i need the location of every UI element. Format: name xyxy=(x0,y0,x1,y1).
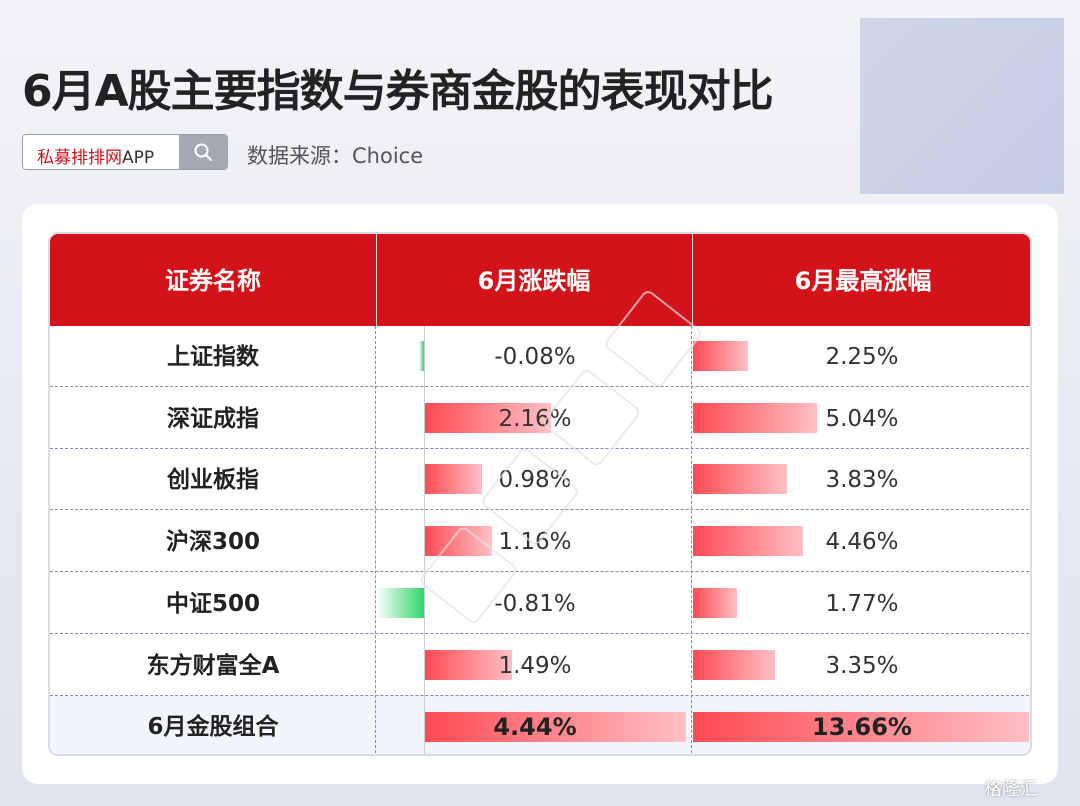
high-value: 4.46% xyxy=(825,529,899,556)
header-divider xyxy=(692,234,693,326)
search-brand: 私募排排网 xyxy=(37,148,122,168)
security-name: 创业板指 xyxy=(167,467,259,494)
high-value: 1.77% xyxy=(825,590,899,617)
high-value: 3.83% xyxy=(825,467,899,494)
security-name: 深证成指 xyxy=(167,405,259,432)
comparison-table: 证券名称 6月涨跌幅 6月最高涨幅 上证指数 -0.08% 2.25% 深证成指 2.1… xyxy=(48,232,1032,756)
corner-logo: 格隆汇 xyxy=(984,779,1038,800)
change-bar xyxy=(424,649,512,680)
high-value: 13.66% xyxy=(812,713,912,742)
header-change: 6月涨跌幅 xyxy=(477,267,591,295)
change-value: -0.81% xyxy=(494,590,576,617)
search-app: APP xyxy=(122,148,155,168)
header-name: 证券名称 xyxy=(165,267,261,295)
change-value: 4.44% xyxy=(493,713,577,742)
column-divider xyxy=(691,326,692,754)
table-row: 上证指数 -0.08% 2.25% xyxy=(50,326,1030,387)
change-bar xyxy=(419,341,424,371)
change-bar xyxy=(424,712,686,743)
search-brand-text: 私募排排网APP xyxy=(37,143,154,168)
high-value: 2.25% xyxy=(825,344,899,370)
security-name: 上证指数 xyxy=(167,344,259,370)
decorative-panel xyxy=(860,18,1064,194)
security-name: 东方财富全A xyxy=(146,652,280,679)
table-row-total: 6月金股组合 4.44% 13.66% xyxy=(50,696,1030,754)
high-value: 5.04% xyxy=(825,405,899,432)
security-name: 沪深300 xyxy=(165,529,260,556)
change-value: 1.16% xyxy=(498,529,572,556)
header-high: 6月最高涨幅 xyxy=(794,267,932,295)
search-box[interactable]: 私募排排网APP xyxy=(22,134,228,170)
search-button[interactable] xyxy=(179,135,227,169)
change-value: 2.16% xyxy=(498,405,572,432)
page-title: 6月A股主要指数与券商金股的表现对比 xyxy=(22,66,774,117)
table-row: 深证成指 2.16% 5.04% xyxy=(50,388,1030,449)
table-row: 沪深300 1.16% 4.46% xyxy=(50,511,1030,573)
high-bar xyxy=(693,587,737,618)
high-bar xyxy=(693,526,803,557)
high-bar xyxy=(693,649,776,680)
high-bar xyxy=(693,341,749,371)
high-value: 3.35% xyxy=(825,652,899,679)
data-source: 数据来源：Choice xyxy=(247,144,424,168)
header-divider xyxy=(376,234,377,326)
table-header: 证券名称 6月涨跌幅 6月最高涨幅 xyxy=(50,234,1030,326)
search-icon xyxy=(194,143,213,162)
change-bar xyxy=(376,587,424,618)
high-bar xyxy=(693,402,817,433)
security-name: 中证500 xyxy=(165,590,260,617)
change-bar xyxy=(424,402,552,433)
high-bar xyxy=(693,464,788,495)
column-divider xyxy=(375,326,376,754)
change-value: 0.98% xyxy=(498,467,572,494)
change-value: 1.49% xyxy=(498,652,572,679)
table-row: 东方财富全A 1.49% 3.35% xyxy=(50,635,1030,696)
high-bar xyxy=(693,712,1030,743)
table-row: 创业板指 0.98% 3.83% xyxy=(50,449,1030,511)
table-row: 中证500 -0.81% 1.77% xyxy=(50,573,1030,634)
change-bar xyxy=(424,464,482,495)
security-name: 6月金股组合 xyxy=(147,714,279,741)
zero-axis-line xyxy=(424,326,425,754)
change-value: -0.08% xyxy=(494,344,576,370)
